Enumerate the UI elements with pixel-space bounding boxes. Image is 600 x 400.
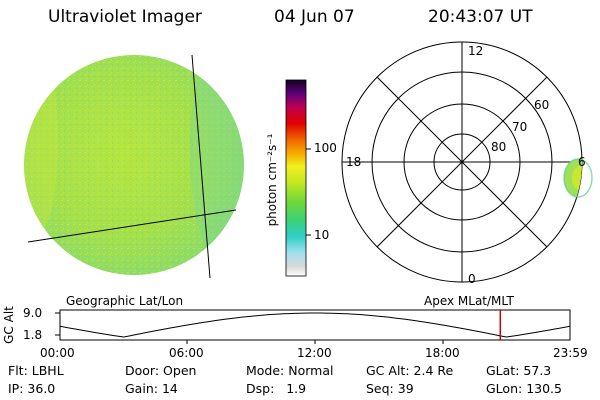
observation-date: 04 Jun 07 bbox=[274, 7, 355, 27]
colorbar-label-10: 10 bbox=[314, 228, 330, 242]
parallel-line bbox=[27, 209, 237, 243]
orbit-x-tick-0600: 06:00 bbox=[169, 346, 204, 360]
orbit-right-title: Apex MLat/MLT bbox=[424, 294, 514, 308]
orbit-y-axis-label: GC Alt bbox=[2, 306, 16, 344]
colorbar-unit-label: photon cm⁻²s⁻¹ bbox=[265, 133, 279, 227]
mlt-label-12: 12 bbox=[468, 44, 484, 58]
orbit-x-tick-2359: 23:59 bbox=[553, 346, 588, 360]
status-gain: Gain: 14 bbox=[125, 381, 178, 396]
status-glat: GLat: 57.3 bbox=[486, 363, 552, 378]
status-dsp: Dsp: 1.9 bbox=[246, 381, 307, 396]
status-glon: GLon: 130.5 bbox=[486, 381, 562, 396]
colorbar-label-100: 100 bbox=[314, 141, 337, 155]
lat-label-60: 60 bbox=[534, 98, 550, 112]
colorbar bbox=[285, 79, 311, 277]
polar-plot bbox=[341, 41, 583, 283]
status-mode: Mode: Normal bbox=[246, 363, 334, 378]
orbit-x-tick-1200: 12:00 bbox=[297, 346, 332, 360]
orbit-y-tick-top: 9.0 bbox=[23, 306, 43, 320]
mlt-label-6: 6 bbox=[578, 155, 586, 169]
mlt-label-0: 0 bbox=[468, 272, 476, 286]
status-flt: Flt: LBHL bbox=[8, 363, 64, 378]
lat-label-70: 70 bbox=[512, 120, 528, 134]
orbit-left-title: Geographic Lat/Lon bbox=[66, 294, 184, 308]
lat-label-80: 80 bbox=[491, 140, 507, 154]
orbit-panel bbox=[55, 309, 571, 344]
uv-earth-disk bbox=[24, 54, 244, 279]
status-door: Door: Open bbox=[125, 363, 197, 378]
status-seq: Seq: 39 bbox=[366, 381, 414, 396]
status-gc-alt: GC Alt: 2.4 Re bbox=[366, 363, 454, 378]
meridian-line bbox=[191, 54, 211, 279]
mlt-label-18: 18 bbox=[346, 155, 362, 169]
altitude-curve bbox=[59, 312, 571, 338]
observation-time: 20:43:07 UT bbox=[428, 7, 533, 27]
instrument-title: Ultraviolet Imager bbox=[48, 7, 202, 27]
orbit-y-tick-bottom: 1.8 bbox=[23, 328, 43, 342]
orbit-x-tick-0000: 00:00 bbox=[40, 346, 75, 360]
status-ip: IP: 36.0 bbox=[8, 381, 56, 396]
orbit-x-tick-1800: 18:00 bbox=[425, 346, 460, 360]
polar-aurora-patch bbox=[564, 159, 582, 197]
